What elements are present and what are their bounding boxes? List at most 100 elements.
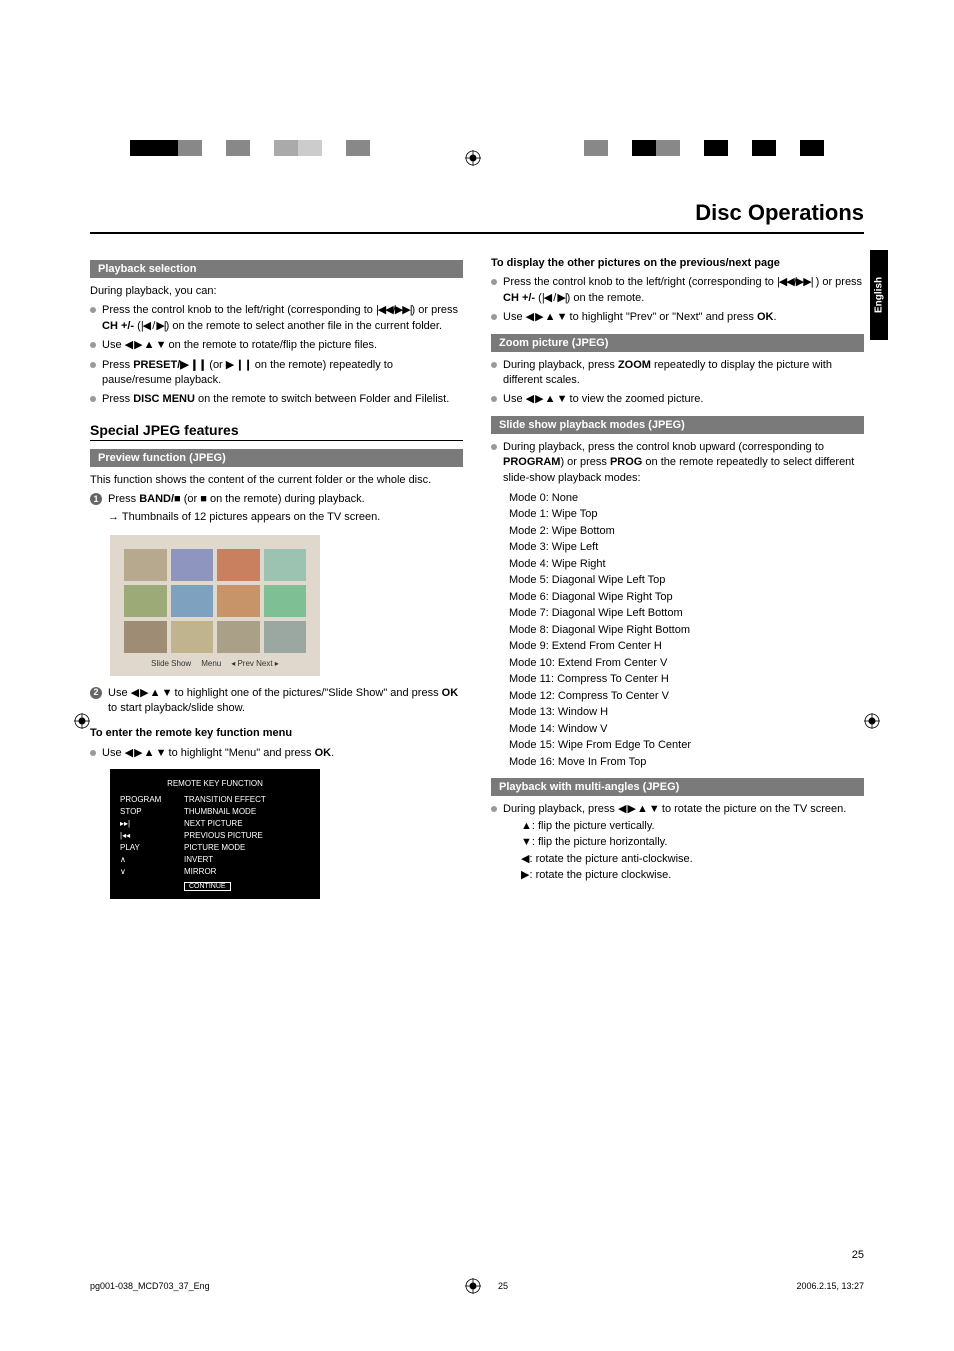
play-pause-icon: ▶ ❙❙ (226, 359, 252, 371)
remote-value: PREVIOUS PICTURE (184, 830, 310, 842)
text: During playback, press (503, 359, 618, 371)
remote-key-function-screen: REMOTE KEY FUNCTION PROGRAMTRANSITION EF… (110, 769, 320, 899)
page-title: Disc Operations (90, 200, 864, 226)
step-row: 1 Press BAND/■ (or ■ on the remote) duri… (90, 492, 463, 525)
bullet-icon (491, 314, 497, 320)
remote-key: ▸▸| (120, 818, 176, 830)
thumbnail-cell (217, 621, 260, 653)
text: OK (757, 311, 774, 323)
text: Press (102, 393, 133, 405)
section-playback-selection: Playback selection (90, 260, 463, 278)
mode-item: Mode 11: Compress To Center H (509, 671, 864, 688)
text: ( (134, 320, 141, 332)
section-multi-angles: Playback with multi-angles (JPEG) (491, 778, 864, 796)
thumbnail-cell (124, 585, 167, 617)
thumbnail-cell (171, 585, 214, 617)
text: ◀: rotate the picture anti-clockwise. (521, 851, 846, 868)
bullet-icon (491, 806, 497, 812)
text: to start playback/slide show. (108, 702, 245, 714)
remote-key: ∧ (120, 854, 176, 866)
text: OK (315, 747, 332, 759)
bullet-icon (90, 342, 96, 348)
remote-row: PROGRAMTRANSITION EFFECT (120, 794, 310, 806)
prev-next-icons: |◀ / ▶| (542, 292, 567, 304)
remote-value: MIRROR (184, 866, 310, 878)
mode-item: Mode 15: Wipe From Edge To Center (509, 737, 864, 754)
remote-value: PICTURE MODE (184, 842, 310, 854)
mode-item: Mode 0: None (509, 490, 864, 507)
bullet-row: Use ◀ ▶ ▲ ▼ to highlight "Prev" or "Next… (491, 310, 864, 325)
thumbnail-preview-screen: Slide ShowMenu◂ Prev Next ▸ (110, 535, 320, 676)
text: DISC MENU (133, 393, 195, 405)
mode-item: Mode 1: Wipe Top (509, 506, 864, 523)
text: Use (108, 687, 131, 699)
step-number-icon: 2 (90, 687, 102, 699)
text: During playback, press the control knob … (503, 441, 824, 453)
text: ) on the remote. (567, 292, 645, 304)
text: PRESET/ (133, 359, 180, 371)
title-rule (90, 232, 864, 234)
bullet-icon (491, 444, 497, 450)
text: CH +/- (102, 320, 134, 332)
text: ) on the remote to select another file i… (166, 320, 442, 332)
remote-row: |◂◂ PREVIOUS PICTURE (120, 830, 310, 842)
thumbnail-cell (124, 621, 167, 653)
text: ZOOM (618, 359, 651, 371)
mode-item: Mode 8: Diagonal Wipe Right Bottom (509, 622, 864, 639)
bullet-icon (90, 307, 96, 313)
section-zoom-picture: Zoom picture (JPEG) (491, 334, 864, 352)
bullet-icon (90, 750, 96, 756)
direction-arrows-icon: ◀ ▶ ▲ ▼ (526, 393, 567, 405)
text: Use (102, 747, 125, 759)
text: ▲: flip the picture vertically. (521, 818, 846, 835)
text: ▼: flip the picture horizontally. (521, 834, 846, 851)
text: (or (206, 359, 226, 371)
left-column: Playback selection During playback, you … (90, 252, 463, 907)
text: (or (181, 493, 201, 505)
text: . (774, 311, 777, 323)
thumbnail-cell (171, 621, 214, 653)
right-column: To display the other pictures on the pre… (491, 252, 864, 907)
remote-value: INVERT (184, 854, 310, 866)
mode-item: Mode 5: Diagonal Wipe Left Top (509, 572, 864, 589)
bullet-icon (491, 279, 497, 285)
remote-value: NEXT PICTURE (184, 818, 310, 830)
bullet-row: Press the control knob to the left/right… (90, 303, 463, 334)
text: to highlight one of the pictures/"Slide … (172, 687, 442, 699)
bullet-row: Press PRESET/▶ ❙❙ (or ▶ ❙❙ on the remote… (90, 358, 463, 389)
thumbnail-cell (217, 549, 260, 581)
footer: pg001-038_MCD703_37_Eng 25 2006.2.15, 13… (90, 1281, 864, 1291)
text: Press the control knob to the left/right… (503, 276, 777, 288)
mode-item: Mode 10: Extend From Center V (509, 655, 864, 672)
bullet-icon (491, 396, 497, 402)
text: on the remote to rotate/flip the picture… (166, 339, 378, 351)
stop-icon: ■ (174, 493, 181, 505)
preview-intro: This function shows the content of the c… (90, 473, 463, 488)
remote-key: |◂◂ (120, 830, 176, 842)
direction-arrows-icon: ◀ ▶ ▲ ▼ (125, 747, 166, 759)
remote-key: PLAY (120, 842, 176, 854)
direction-arrows-icon: ◀ ▶ ▲ ▼ (618, 803, 659, 815)
text: Press (108, 493, 139, 505)
mode-list: Mode 0: NoneMode 1: Wipe TopMode 2: Wipe… (509, 490, 864, 771)
bullet-row: During playback, press ◀ ▶ ▲ ▼ to rotate… (491, 802, 864, 883)
text: on the remote) during playback. (207, 493, 365, 505)
text: PROGRAM (503, 456, 560, 468)
remote-title: REMOTE KEY FUNCTION (120, 779, 310, 788)
remote-continue-button: CONTINUE (184, 882, 231, 891)
text: to highlight "Prev" or "Next" and press (567, 311, 758, 323)
bullet-row: Use ◀ ▶ ▲ ▼ on the remote to rotate/flip… (90, 338, 463, 353)
remote-value: TRANSITION EFFECT (184, 794, 310, 806)
mode-item: Mode 7: Diagonal Wipe Left Bottom (509, 605, 864, 622)
bullet-row: During playback, press ZOOM repeatedly t… (491, 358, 864, 389)
mode-item: Mode 12: Compress To Center V (509, 688, 864, 705)
text: During playback, press (503, 803, 618, 815)
text: ▶: rotate the picture clockwise. (521, 867, 846, 884)
special-jpeg-heading: Special JPEG features (90, 422, 463, 438)
text: to view the zoomed picture. (567, 393, 704, 405)
text: OK (442, 687, 459, 699)
text: Use (503, 393, 526, 405)
text: ) or press (813, 276, 863, 288)
remote-row: STOPTHUMBNAIL MODE (120, 806, 310, 818)
language-tab: English (870, 250, 888, 340)
